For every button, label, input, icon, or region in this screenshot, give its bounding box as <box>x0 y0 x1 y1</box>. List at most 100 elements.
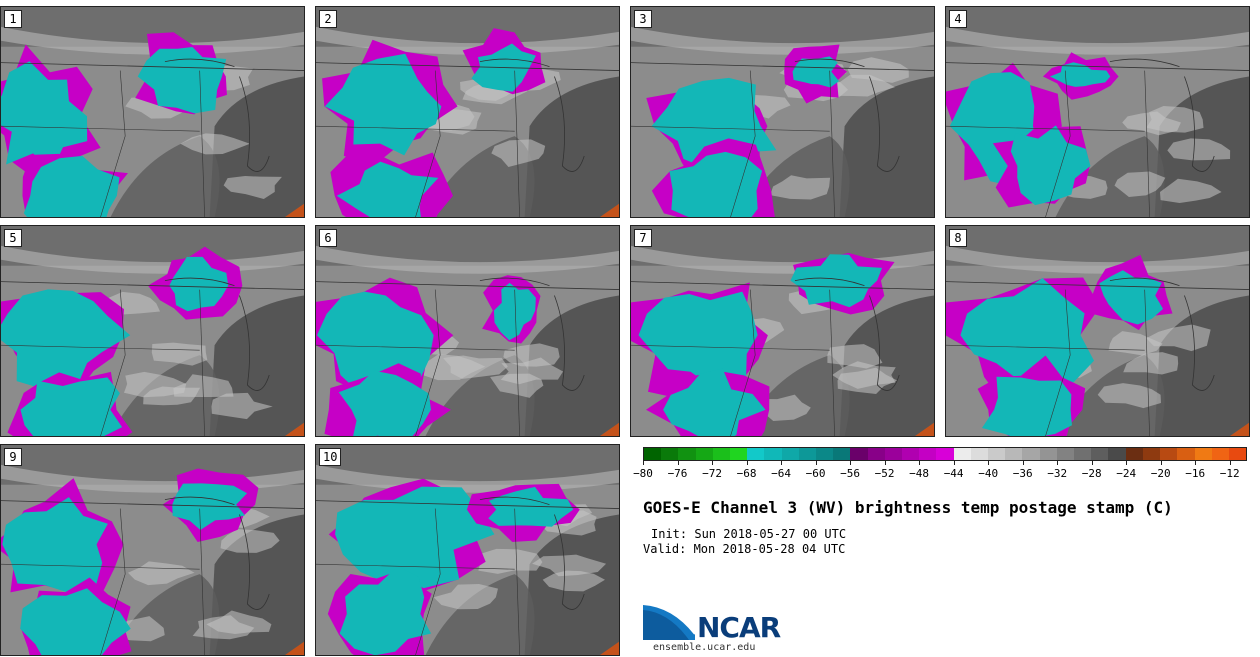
warm-corner <box>915 422 934 436</box>
satellite-map <box>1 7 304 217</box>
colorbar-tick <box>1160 461 1162 465</box>
colorbar-tick <box>815 461 817 465</box>
cold-cloud-top <box>960 278 1095 390</box>
lake-superior-outline <box>479 277 550 286</box>
lake-michigan-outline <box>869 295 900 391</box>
lake-superior-outline <box>479 496 550 505</box>
moist-patch <box>1159 178 1222 204</box>
lake-michigan-outline <box>1184 76 1215 172</box>
stamp-panel-2: 2 <box>315 6 620 218</box>
lake-michigan-outline <box>554 76 585 172</box>
colorbar-tick-label: −60 <box>805 467 826 480</box>
map-canvas <box>1 445 304 655</box>
colorbar-swatch <box>781 448 799 460</box>
cold-cloud-top <box>169 256 229 312</box>
cold-cloud-top <box>638 291 758 390</box>
colorbar-swatch <box>1228 448 1247 460</box>
moisture-streak <box>1 26 304 55</box>
colorbar-tick-label: −52 <box>874 467 895 480</box>
colorbar-swatch <box>919 448 937 460</box>
state-border <box>1 125 200 132</box>
lake-superior-outline <box>164 58 235 67</box>
lake-michigan-outline <box>239 76 270 172</box>
colorbar-tick-label: −12 <box>1219 467 1240 480</box>
lake-michigan-outline <box>239 514 270 610</box>
colorbar-tick <box>677 461 679 465</box>
panel-number: 10 <box>319 448 342 466</box>
colorbar-tick <box>781 461 783 465</box>
colorbar-tick <box>712 461 714 465</box>
colorbar-tick-label: −48 <box>909 467 930 480</box>
state-border <box>415 70 441 217</box>
ncar-logo-icon <box>643 603 696 640</box>
colorbar-tick-label: −72 <box>702 467 722 480</box>
cold-cloud-top <box>339 566 432 655</box>
state-border <box>415 289 441 436</box>
lake-michigan-outline <box>869 76 900 172</box>
moist-patch <box>1108 331 1163 356</box>
border-line-canada <box>946 281 1249 290</box>
state-border <box>631 125 830 132</box>
colorbar-swatch <box>988 448 1006 460</box>
stamp-panel-3: 3 <box>630 6 935 218</box>
moist-patch <box>500 357 564 385</box>
panel-number: 5 <box>4 229 22 247</box>
satellite-map <box>946 226 1249 436</box>
state-border <box>1144 289 1150 436</box>
state-border <box>829 289 835 436</box>
cold-cloud-top <box>172 483 248 531</box>
moist-patch <box>827 344 883 369</box>
moist-patch <box>433 583 498 610</box>
satellite-map <box>631 7 934 217</box>
satellite-map <box>1 445 304 655</box>
border-line-canada <box>1 62 304 71</box>
colorbar-tick-label: −16 <box>1185 467 1206 480</box>
init-time: Init: Sun 2018-05-27 00 UTC <box>651 527 847 541</box>
cold-cloud-top <box>790 254 883 308</box>
moist-patch <box>1097 383 1161 409</box>
state-border <box>514 508 520 655</box>
map-canvas <box>946 226 1249 436</box>
moisture-streak <box>316 245 619 274</box>
stamp-panel-5: 5 <box>0 225 305 437</box>
map-canvas <box>946 7 1249 217</box>
panel-number: 2 <box>319 10 337 28</box>
colorbar-swatch <box>798 448 817 460</box>
panel-number: 7 <box>634 229 652 247</box>
moist-patch <box>1167 138 1231 161</box>
lake-superior-outline <box>1109 277 1180 286</box>
cold-cloud-top <box>20 588 131 655</box>
colorbar-tick-label: −32 <box>1047 467 1068 480</box>
state-border <box>316 344 515 351</box>
panel-number: 1 <box>4 10 22 28</box>
colorbar-tick <box>746 461 748 465</box>
moist-patch <box>411 353 486 381</box>
state-border <box>415 508 441 655</box>
colorbar-tick <box>988 461 990 465</box>
colorbar-tick-label: −28 <box>1081 467 1102 480</box>
border-line-canada <box>631 281 934 290</box>
cold-cloud-top <box>1 289 131 390</box>
colorbar-swatch <box>850 448 868 460</box>
moist-patch <box>503 343 560 367</box>
state-border <box>730 70 756 217</box>
lake-superior-outline <box>794 277 865 286</box>
cold-cloud-top <box>335 486 495 589</box>
cold-cloud-top <box>2 497 108 593</box>
state-border <box>631 344 830 351</box>
colorbar-tick <box>850 461 852 465</box>
colorbar-tick-label: −40 <box>978 467 999 480</box>
lake-michigan-outline <box>1184 295 1215 391</box>
colorbar <box>643 447 1247 461</box>
colorbar-swatch <box>1005 448 1023 460</box>
cold-cloud-top <box>1099 270 1164 325</box>
cold-cloud-top <box>1 61 88 171</box>
moist-patch <box>223 175 282 200</box>
state-border <box>946 125 1145 132</box>
colorbar-swatch <box>1091 448 1109 460</box>
stamp-panel-8: 8 <box>945 225 1250 437</box>
stamp-panel-1: 1 <box>0 6 305 218</box>
stamp-panel-7: 7 <box>630 225 935 437</box>
border-line-canada <box>631 62 934 71</box>
colorbar-swatch <box>1039 448 1057 460</box>
